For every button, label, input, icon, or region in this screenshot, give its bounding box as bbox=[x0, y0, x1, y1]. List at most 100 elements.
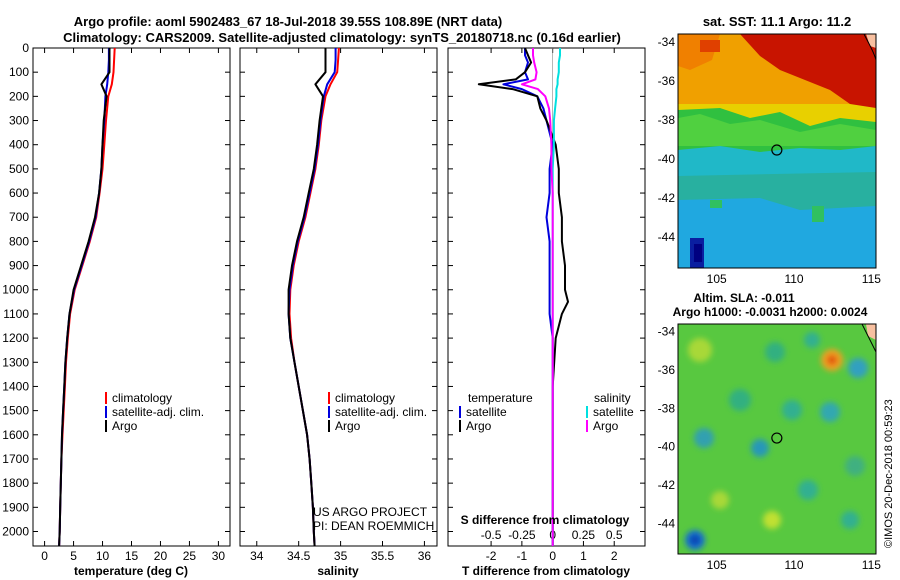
sla-map-y-tick-label: -34 bbox=[658, 325, 676, 339]
sla-map-title-line-1: Altim. SLA: -0.011 bbox=[693, 291, 795, 305]
sla-map-title-line-2: Argo h1000: -0.0031 h2000: 0.0024 bbox=[673, 305, 868, 319]
salinity-x-tick-label: 35 bbox=[334, 549, 348, 563]
depth-tick-label: 1500 bbox=[2, 404, 29, 418]
depth-tick-label: 300 bbox=[9, 114, 29, 128]
difference-series-s-argo bbox=[520, 48, 554, 546]
sla-map-x-tick-label: 115 bbox=[862, 558, 881, 572]
depth-tick-label: 200 bbox=[9, 89, 29, 103]
temperature-series-climatology bbox=[58, 47, 116, 547]
legend-argo: Argo bbox=[335, 419, 361, 433]
figure-title-line-1: Argo profile: aoml 5902483_67 18-Jul-201… bbox=[74, 14, 502, 29]
s-difference-label: S difference from climatology bbox=[461, 513, 630, 527]
difference-legend-salinity: salinity satellite Argo bbox=[586, 391, 634, 433]
difference-series-t-satellite bbox=[502, 48, 554, 546]
depth-tick-label: 400 bbox=[9, 138, 29, 152]
sla-map-image bbox=[678, 324, 876, 554]
temperature-legend: climatology satellite-adj. clim. Argo bbox=[105, 391, 204, 433]
depth-tick-label: 1700 bbox=[2, 452, 29, 466]
difference-t-x-tick-label: -1 bbox=[517, 549, 528, 563]
sla-map-x-tick-label: 110 bbox=[784, 558, 803, 572]
salinity-x-tick-label: 34.5 bbox=[287, 549, 311, 563]
sst-map-y-tick-label: -34 bbox=[658, 35, 676, 49]
depth-tick-label: 0 bbox=[22, 41, 29, 55]
depth-tick-label: 800 bbox=[9, 234, 29, 248]
depth-tick-label: 1000 bbox=[2, 283, 29, 297]
sla-map-y-tick-label: -44 bbox=[658, 516, 676, 530]
salinity-xlabel: salinity bbox=[317, 564, 359, 578]
temperature-x-tick-label: 20 bbox=[154, 549, 168, 563]
depth-tick-label: 600 bbox=[9, 186, 29, 200]
sst-map-y-tick-label: -38 bbox=[658, 113, 676, 127]
sla-map-y-tick-label: -38 bbox=[658, 401, 676, 415]
profile-lines bbox=[58, 47, 569, 547]
legend-climatology: climatology bbox=[335, 391, 395, 405]
temperature-x-tick-label: 5 bbox=[70, 549, 77, 563]
depth-tick-label: 100 bbox=[9, 65, 29, 79]
temperature-x-tick-label: 15 bbox=[125, 549, 139, 563]
sst-map-y-tick-label: -40 bbox=[658, 152, 676, 166]
depth-tick-label: 1600 bbox=[2, 428, 29, 442]
sst-map-frame bbox=[677, 33, 877, 269]
legend-s-satellite: satellite bbox=[593, 405, 634, 419]
imos-credit: ©IMOS 20-Dec-2018 00:59:23 bbox=[883, 399, 895, 548]
depth-tick-label: 1300 bbox=[2, 355, 29, 369]
depth-tick-label: 1400 bbox=[2, 379, 29, 393]
depth-tick-label: 700 bbox=[9, 210, 29, 224]
sla-map-y-tick-label: -40 bbox=[658, 440, 676, 454]
figure-title-line-2: Climatology: CARS2009. Satellite-adjuste… bbox=[63, 30, 621, 45]
temperature-xlabel: temperature (deg C) bbox=[74, 564, 188, 578]
legend-salinity-title: salinity bbox=[594, 391, 631, 405]
temperature-panel-frame bbox=[32, 47, 231, 547]
legend-t-satellite: satellite bbox=[466, 405, 507, 419]
depth-tick-label: 1200 bbox=[2, 331, 29, 345]
temperature-x-tick-label: 30 bbox=[212, 549, 226, 563]
sst-map-image bbox=[678, 34, 876, 268]
depth-tick-label: 1900 bbox=[2, 500, 29, 514]
difference-s-x-tick-label: -0.25 bbox=[508, 528, 536, 542]
sla-map-frame bbox=[677, 323, 877, 555]
legend-climatology: climatology bbox=[112, 391, 172, 405]
legend-argo: Argo bbox=[112, 419, 138, 433]
temperature-series-satellite-adj-clim- bbox=[58, 48, 110, 547]
salinity-x-tick-label: 34 bbox=[250, 549, 264, 563]
sst-argo-position-marker bbox=[771, 144, 783, 156]
axis-ticks: 0100200300400500600700800900100011001200… bbox=[2, 35, 881, 572]
salinity-series-satellite-adj-clim- bbox=[287, 48, 337, 547]
difference-t-x-tick-label: -2 bbox=[486, 549, 497, 563]
credit-line-1: US ARGO PROJECT bbox=[313, 505, 428, 519]
sst-map-x-tick-label: 110 bbox=[784, 272, 803, 286]
difference-xlabel: T difference from climatology bbox=[462, 564, 630, 578]
difference-t-x-tick-label: 0 bbox=[549, 549, 556, 563]
legend-temperature-title: temperature bbox=[468, 391, 533, 405]
salinity-legend: climatology satellite-adj. clim. Argo bbox=[328, 391, 427, 433]
difference-legend-temperature: temperature satellite Argo bbox=[459, 391, 533, 433]
legend-satellite-adj: satellite-adj. clim. bbox=[112, 405, 204, 419]
difference-t-x-tick-label: 2 bbox=[611, 549, 618, 563]
legend-satellite-adj: satellite-adj. clim. bbox=[335, 405, 427, 419]
difference-series-s-satellite bbox=[551, 48, 561, 546]
temperature-series-argo bbox=[58, 48, 111, 547]
difference-t-x-tick-label: 1 bbox=[580, 549, 587, 563]
sla-map-y-tick-label: -36 bbox=[658, 363, 676, 377]
sla-map-x-tick-label: 105 bbox=[707, 558, 727, 572]
salinity-panel-frame bbox=[239, 47, 438, 547]
depth-tick-label: 1100 bbox=[3, 307, 29, 321]
depth-tick-label: 2000 bbox=[2, 524, 29, 538]
legend-t-argo: Argo bbox=[466, 419, 492, 433]
sst-map-x-tick-label: 115 bbox=[862, 272, 881, 286]
salinity-x-tick-label: 36 bbox=[418, 549, 432, 563]
temperature-x-tick-label: 25 bbox=[183, 549, 197, 563]
salinity-series-climatology bbox=[288, 47, 340, 547]
depth-tick-label: 1800 bbox=[2, 476, 29, 490]
sst-map-title: sat. SST: 11.1 Argo: 11.2 bbox=[703, 14, 851, 29]
sst-map-y-tick-label: -42 bbox=[658, 191, 676, 205]
difference-s-x-tick-label: 0.5 bbox=[606, 528, 623, 542]
difference-s-x-tick-label: 0.25 bbox=[572, 528, 596, 542]
depth-tick-label: 900 bbox=[9, 259, 29, 273]
difference-panel-frame bbox=[447, 47, 646, 547]
sla-map-y-tick-label: -42 bbox=[658, 478, 676, 492]
legend-s-argo: Argo bbox=[593, 419, 619, 433]
depth-tick-label: 500 bbox=[9, 162, 29, 176]
sst-map-x-tick-label: 105 bbox=[707, 272, 727, 286]
